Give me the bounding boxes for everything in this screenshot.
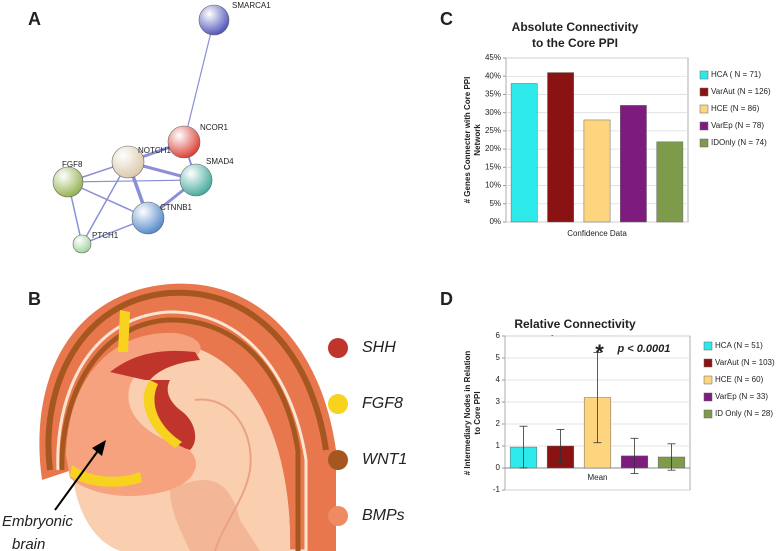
legend-swatch — [699, 138, 709, 148]
panel-label: C — [440, 9, 453, 29]
chart-title: Absolute Connectivity — [512, 20, 639, 34]
y-axis-label: Network — [473, 124, 482, 156]
bar — [620, 105, 647, 223]
bar — [510, 83, 538, 223]
annotation-star: * — [595, 340, 604, 365]
y-tick-label: 3 — [496, 397, 501, 406]
chart-title: Relative Connectivity — [514, 317, 636, 331]
y-tick-label: 2 — [496, 419, 501, 428]
legend-swatch — [328, 338, 348, 358]
bar — [583, 119, 611, 223]
panel-label: D — [440, 289, 453, 309]
y-tick-label: 4 — [496, 375, 501, 384]
embryo-illustration — [39, 283, 336, 551]
legend-label: ID Only (N = 28) — [715, 409, 773, 418]
y-tick-label: 5 — [496, 353, 501, 362]
y-axis-label: to Core PPI — [473, 391, 482, 434]
node-label: NCOR1 — [200, 123, 229, 132]
legend-swatch — [703, 341, 713, 351]
annotation-arrowhead — [92, 440, 106, 456]
legend-swatch — [328, 506, 348, 526]
chart-title: to the Core PPI — [532, 36, 618, 50]
legend-label: VarEp (N = 78) — [711, 121, 764, 130]
node-label: SMAD4 — [206, 157, 234, 166]
legend-label: FGF8 — [362, 395, 403, 412]
y-tick-label: 35% — [485, 90, 501, 99]
network-edge — [183, 19, 215, 143]
network-node — [131, 201, 165, 235]
network-node — [198, 4, 230, 36]
node-label: SMARCA1 — [232, 1, 271, 10]
legend-swatch — [703, 409, 713, 419]
legend-swatch — [699, 121, 709, 131]
x-tick-label: Mean — [587, 473, 607, 482]
legend-label: IDOnly (N = 74) — [711, 138, 767, 147]
node-label: NOTCH1 — [138, 146, 171, 155]
legend-swatch — [699, 104, 709, 114]
legend-swatch — [703, 392, 713, 402]
network-node — [111, 145, 145, 179]
legend-label: VarAut (N = 126) — [711, 87, 771, 96]
legend-label: SHH — [362, 339, 396, 356]
y-tick-label: 5% — [489, 199, 501, 208]
y-tick-label: 0 — [496, 463, 501, 472]
panel-label: B — [28, 289, 41, 309]
annotation-line: Embryonic — [2, 513, 73, 530]
network-edge — [67, 179, 197, 183]
panel-label: A — [28, 9, 41, 29]
legend-swatch — [703, 375, 713, 385]
network-node — [167, 125, 201, 159]
legend-label: VarAut (N = 103) — [715, 358, 775, 367]
legend-swatch — [703, 358, 713, 368]
y-axis-label: # Genes Connecter with Core PPI — [463, 77, 472, 204]
y-axis-label: # Intermediary Nodes in Relation — [463, 351, 472, 476]
legend-label: HCA ( N = 71) — [711, 70, 761, 79]
annotation-arrow — [54, 447, 101, 511]
y-tick-label: 0% — [489, 217, 501, 226]
legend-label: HCE (N = 60) — [715, 375, 764, 384]
network-node — [72, 234, 92, 254]
y-tick-label: 25% — [485, 126, 501, 135]
legend-label: WNT1 — [362, 451, 407, 468]
y-tick-label: 15% — [485, 162, 501, 171]
node-label: FGF8 — [62, 160, 83, 169]
network-node — [52, 166, 84, 198]
y-tick-label: 40% — [485, 71, 501, 80]
legend-label: HCE (N = 86) — [711, 104, 760, 113]
y-tick-label: 45% — [485, 53, 501, 62]
y-tick-label: 6 — [496, 331, 501, 340]
legend-swatch — [699, 70, 709, 80]
legend-swatch — [699, 87, 709, 97]
y-tick-label: 30% — [485, 108, 501, 117]
legend-label: BMPs — [362, 507, 405, 524]
bar — [547, 72, 574, 223]
bar — [656, 141, 684, 223]
annotation-line: brain — [12, 536, 45, 551]
network-node — [179, 163, 213, 197]
y-tick-label: 1 — [496, 441, 501, 450]
legend-label: VarEp (N = 33) — [715, 392, 768, 401]
y-tick-label: 20% — [485, 144, 501, 153]
legend-label: HCA (N = 51) — [715, 341, 763, 350]
y-tick-label: 10% — [485, 181, 501, 190]
annotation-text: p < 0.0001 — [617, 343, 671, 355]
legend-swatch — [328, 450, 348, 470]
x-tick-label: Confidence Data — [567, 229, 627, 238]
node-label: PTCH1 — [92, 231, 119, 240]
legend-swatch — [328, 394, 348, 414]
y-tick-label: -1 — [493, 485, 501, 494]
node-label: CTNNB1 — [160, 203, 193, 212]
